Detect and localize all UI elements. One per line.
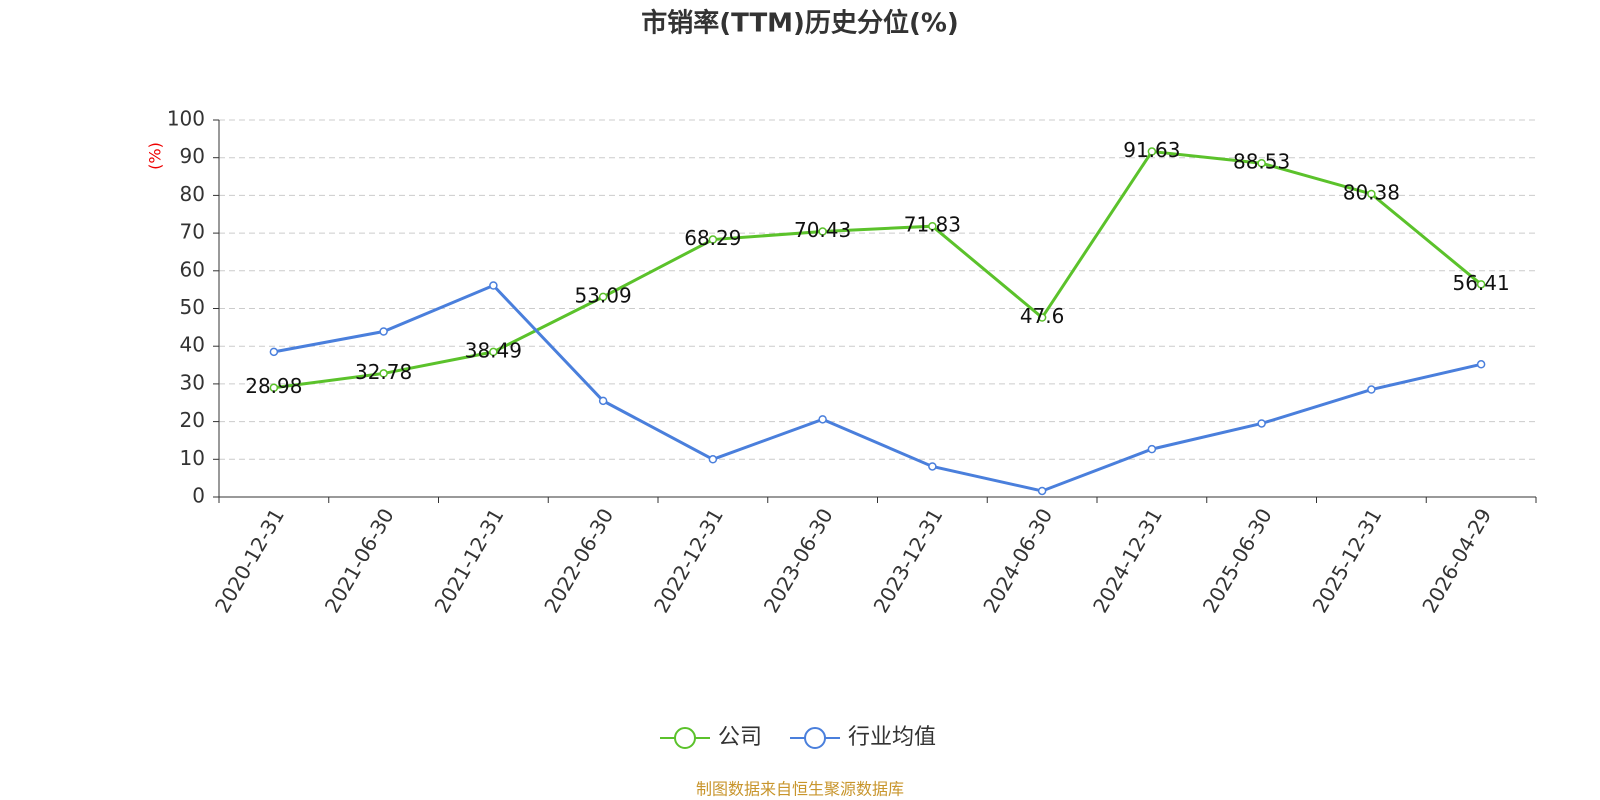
data-point xyxy=(818,415,827,424)
x-tick-label: 2025-06-30 xyxy=(1198,504,1277,617)
y-tick-label: 30 xyxy=(180,370,205,394)
data-label: 53.09 xyxy=(574,283,631,307)
data-label: 32.78 xyxy=(355,360,412,384)
y-tick-label: 60 xyxy=(180,257,205,281)
legend-label: 行业均值 xyxy=(848,725,936,750)
legend-label: 公司 xyxy=(718,725,762,750)
y-tick-label: 90 xyxy=(180,144,205,168)
data-point xyxy=(489,347,498,357)
x-tick-label: 2023-06-30 xyxy=(759,504,838,617)
source-note: 制图数据来自恒生聚源数据库 xyxy=(696,780,904,799)
y-tick-label: 10 xyxy=(180,446,205,470)
data-point xyxy=(269,383,279,392)
legend-marker xyxy=(804,727,827,749)
legend-marker xyxy=(674,727,696,749)
data-point xyxy=(1476,360,1486,369)
data-label: 80.38 xyxy=(1343,180,1400,204)
data-label: 68.29 xyxy=(684,226,741,250)
data-point xyxy=(598,396,608,406)
chart-title: 市销率(TTM)历史分位(%) xyxy=(641,8,959,39)
data-point xyxy=(1147,444,1157,454)
data-point xyxy=(1367,385,1376,394)
x-tick-label: 2021-06-30 xyxy=(320,504,399,617)
y-tick-label: 20 xyxy=(180,408,205,432)
data-label: 71.83 xyxy=(904,213,961,237)
y-axis-label: (%) xyxy=(146,142,165,170)
data-label: 91.63 xyxy=(1123,138,1180,162)
x-tick-label: 2020-12-31 xyxy=(210,504,289,617)
y-tick-label: 70 xyxy=(180,220,205,244)
data-point xyxy=(1147,147,1157,156)
data-point xyxy=(818,227,827,236)
data-point xyxy=(708,235,718,244)
data-point xyxy=(1037,313,1047,322)
data-label: 47.6 xyxy=(1020,304,1065,328)
x-tick-label: 2026-04-29 xyxy=(1417,504,1496,617)
x-tick-label: 2024-06-30 xyxy=(978,504,1057,617)
data-point xyxy=(1367,189,1376,199)
x-tick-label: 2022-12-31 xyxy=(649,504,728,617)
data-label: 88.53 xyxy=(1233,150,1290,174)
data-label: 28.98 xyxy=(245,374,302,398)
data-point xyxy=(1257,419,1266,428)
x-tick-label: 2025-12-31 xyxy=(1308,504,1387,617)
data-label: 56.41 xyxy=(1452,271,1509,295)
y-tick-label: 40 xyxy=(180,333,205,357)
data-point xyxy=(1257,158,1266,168)
y-tick-label: 100 xyxy=(167,107,205,131)
data-point xyxy=(489,281,498,290)
data-point xyxy=(1476,280,1486,289)
data-label: 38.49 xyxy=(465,338,522,362)
y-tick-label: 80 xyxy=(180,182,205,206)
data-point xyxy=(928,221,937,231)
x-tick-label: 2021-12-31 xyxy=(430,504,509,617)
data-point xyxy=(379,369,388,378)
x-tick-label: 2023-12-31 xyxy=(869,504,948,617)
data-point xyxy=(928,462,937,471)
data-point xyxy=(269,347,279,357)
data-point xyxy=(379,327,388,336)
data-label: 70.43 xyxy=(794,218,851,242)
data-point xyxy=(598,292,608,302)
series-line xyxy=(273,283,1482,493)
data-point xyxy=(708,455,718,464)
y-tick-label: 50 xyxy=(180,295,205,319)
x-tick-label: 2022-06-30 xyxy=(539,504,618,617)
data-point xyxy=(1037,486,1047,496)
series-line xyxy=(273,149,1483,390)
x-tick-label: 2024-12-31 xyxy=(1088,504,1167,617)
y-tick-label: 0 xyxy=(192,484,205,508)
